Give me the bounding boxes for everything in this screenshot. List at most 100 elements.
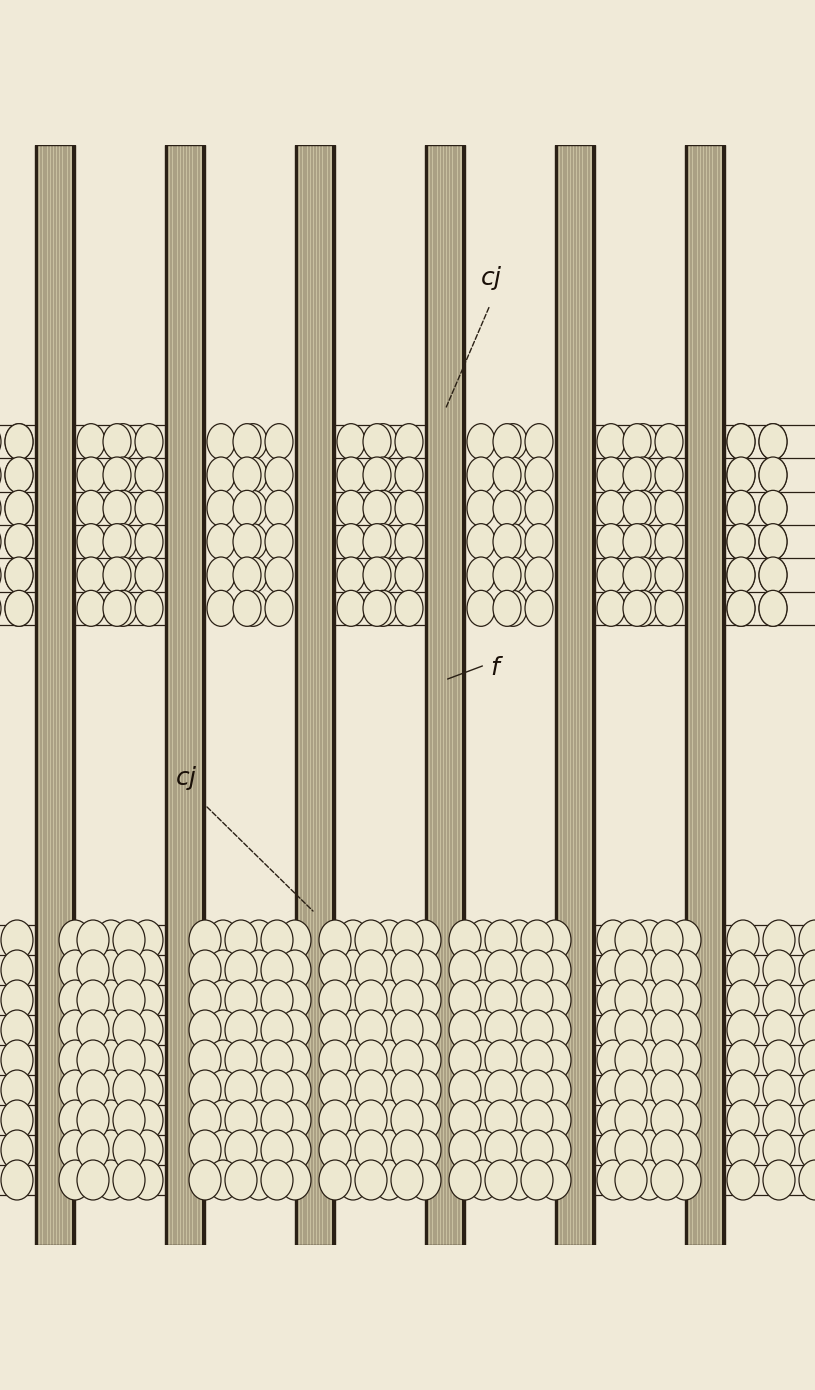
Ellipse shape <box>261 1011 293 1049</box>
Ellipse shape <box>261 920 293 960</box>
Ellipse shape <box>597 457 625 493</box>
Ellipse shape <box>499 524 527 560</box>
Ellipse shape <box>539 980 571 1020</box>
Ellipse shape <box>207 557 235 594</box>
Bar <box>685 145 688 1245</box>
Ellipse shape <box>449 1130 481 1170</box>
Ellipse shape <box>59 1130 91 1170</box>
Ellipse shape <box>503 1161 535 1200</box>
Ellipse shape <box>485 1099 517 1140</box>
Ellipse shape <box>135 424 163 460</box>
Ellipse shape <box>363 457 391 493</box>
Ellipse shape <box>763 1130 795 1170</box>
Ellipse shape <box>113 1130 145 1170</box>
Ellipse shape <box>727 1130 759 1170</box>
Ellipse shape <box>727 457 755 493</box>
Ellipse shape <box>525 457 553 493</box>
Ellipse shape <box>521 949 553 990</box>
Bar <box>295 145 335 1245</box>
Ellipse shape <box>5 457 33 493</box>
Ellipse shape <box>77 1011 109 1049</box>
Ellipse shape <box>1 1161 33 1200</box>
Ellipse shape <box>243 920 275 960</box>
Ellipse shape <box>5 457 33 493</box>
Ellipse shape <box>243 1130 275 1170</box>
Ellipse shape <box>5 557 33 594</box>
Ellipse shape <box>59 1040 91 1080</box>
Ellipse shape <box>669 980 701 1020</box>
Ellipse shape <box>113 1011 145 1049</box>
Bar <box>425 145 427 1245</box>
Ellipse shape <box>759 457 787 493</box>
Ellipse shape <box>239 457 267 493</box>
Ellipse shape <box>763 920 795 960</box>
Ellipse shape <box>521 1099 553 1140</box>
Ellipse shape <box>233 557 261 594</box>
Ellipse shape <box>395 557 423 594</box>
Bar <box>35 145 37 1245</box>
Ellipse shape <box>597 591 625 627</box>
Ellipse shape <box>503 1040 535 1080</box>
Ellipse shape <box>493 557 521 594</box>
Ellipse shape <box>319 1099 351 1140</box>
Ellipse shape <box>261 949 293 990</box>
Ellipse shape <box>1 1040 33 1080</box>
Ellipse shape <box>131 949 163 990</box>
Ellipse shape <box>539 1099 571 1140</box>
Ellipse shape <box>727 524 755 560</box>
Ellipse shape <box>655 491 683 527</box>
Ellipse shape <box>539 949 571 990</box>
Ellipse shape <box>373 1070 405 1111</box>
Ellipse shape <box>103 524 131 560</box>
Ellipse shape <box>77 1161 109 1200</box>
Ellipse shape <box>669 1099 701 1140</box>
Ellipse shape <box>77 980 109 1020</box>
Ellipse shape <box>525 591 553 627</box>
Ellipse shape <box>467 457 495 493</box>
Bar <box>555 145 595 1245</box>
Ellipse shape <box>77 491 105 527</box>
Ellipse shape <box>651 949 683 990</box>
Ellipse shape <box>633 920 665 960</box>
Ellipse shape <box>279 1011 311 1049</box>
Ellipse shape <box>109 591 137 627</box>
Ellipse shape <box>373 1011 405 1049</box>
Ellipse shape <box>131 1011 163 1049</box>
Ellipse shape <box>373 1040 405 1080</box>
Ellipse shape <box>727 524 755 560</box>
Ellipse shape <box>369 557 397 594</box>
Ellipse shape <box>669 1040 701 1080</box>
Ellipse shape <box>615 1070 647 1111</box>
Ellipse shape <box>373 1161 405 1200</box>
Text: $cj$: $cj$ <box>480 264 503 292</box>
Ellipse shape <box>449 1099 481 1140</box>
Ellipse shape <box>1 1099 33 1140</box>
Ellipse shape <box>395 524 423 560</box>
Ellipse shape <box>521 1040 553 1080</box>
Ellipse shape <box>77 1070 109 1111</box>
Ellipse shape <box>279 920 311 960</box>
Ellipse shape <box>189 949 221 990</box>
Ellipse shape <box>597 557 625 594</box>
Ellipse shape <box>799 1040 815 1080</box>
Ellipse shape <box>265 557 293 594</box>
Ellipse shape <box>243 1070 275 1111</box>
Ellipse shape <box>373 1130 405 1170</box>
Ellipse shape <box>629 557 657 594</box>
Ellipse shape <box>539 1070 571 1111</box>
Ellipse shape <box>759 557 787 594</box>
Bar <box>165 145 167 1245</box>
Ellipse shape <box>279 1099 311 1140</box>
Ellipse shape <box>135 591 163 627</box>
Ellipse shape <box>669 920 701 960</box>
Ellipse shape <box>467 1040 499 1080</box>
Ellipse shape <box>77 524 105 560</box>
Ellipse shape <box>355 1070 387 1111</box>
Ellipse shape <box>629 491 657 527</box>
Ellipse shape <box>485 1011 517 1049</box>
Ellipse shape <box>525 424 553 460</box>
Ellipse shape <box>615 949 647 990</box>
Ellipse shape <box>337 1099 369 1140</box>
Ellipse shape <box>103 457 131 493</box>
Ellipse shape <box>189 1040 221 1080</box>
